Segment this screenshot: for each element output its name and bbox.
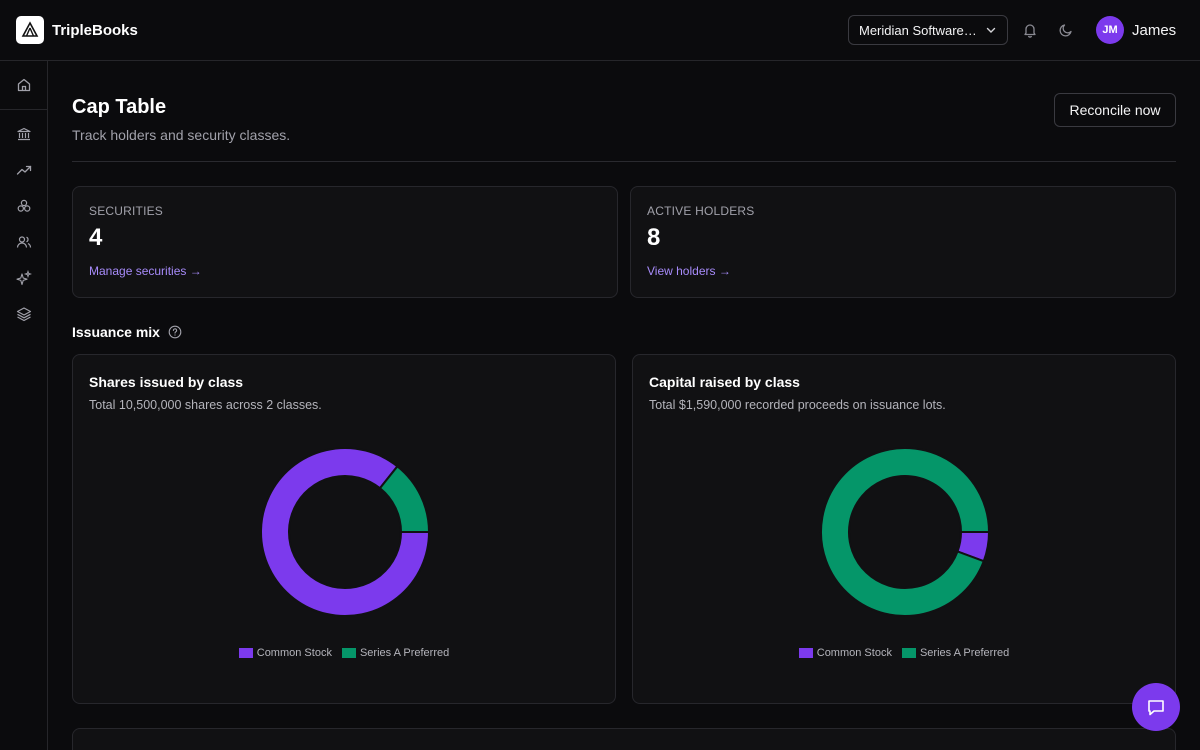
- chart-legend: Common Stock Series A Preferred: [633, 647, 1175, 659]
- sidebar: [0, 61, 48, 750]
- home-icon: [16, 77, 32, 93]
- chart-legend: Common Stock Series A Preferred: [73, 647, 615, 659]
- page-title: Cap Table: [72, 96, 167, 118]
- view-holders-link[interactable]: View holders →: [647, 264, 731, 278]
- user-menu[interactable]: JM James: [1096, 16, 1176, 44]
- moon-icon[interactable]: [1055, 19, 1077, 41]
- legend-swatch: [238, 648, 253, 658]
- capital-donut-chart: [820, 447, 991, 617]
- legend-swatch: [901, 648, 916, 658]
- organization-select[interactable]: Meridian Software Inc.: [848, 15, 1008, 45]
- reconcile-button[interactable]: Reconcile now: [1054, 93, 1176, 127]
- active-holders-card: ACTIVE HOLDERS 8 View holders →: [630, 186, 1176, 298]
- issuance-mix-title: Issuance mix: [72, 324, 160, 340]
- sparkles-icon: [16, 270, 32, 286]
- legend-swatch: [798, 648, 813, 658]
- legend-label: Series A Preferred: [359, 647, 450, 659]
- organization-name: Meridian Software Inc.: [859, 22, 979, 38]
- donut-slice-series-a-preferred[interactable]: [378, 464, 431, 533]
- securities-card: SECURITIES 4 Manage securities →: [72, 186, 618, 298]
- next-section-card: [72, 728, 1176, 750]
- trending-up-icon: [16, 162, 32, 178]
- shares-issued-card: Shares issued by class Total 10,500,000 …: [72, 354, 616, 704]
- legend-item-common[interactable]: Common Stock: [238, 647, 332, 659]
- chart-title: Capital raised by class: [649, 374, 800, 390]
- legend-label: Series A Preferred: [919, 647, 1010, 659]
- donut-slice-series-a-preferred[interactable]: [820, 447, 991, 617]
- sidebar-divider: [0, 109, 47, 110]
- chart-subtitle: Total $1,590,000 recorded proceeds on is…: [649, 398, 946, 412]
- shares-donut-chart: [260, 447, 431, 617]
- chevron-down-icon: [985, 24, 997, 36]
- header-divider: [72, 161, 1176, 162]
- legend-item-series-a[interactable]: Series A Preferred: [341, 647, 450, 659]
- app-name: TripleBooks: [52, 21, 138, 39]
- sidebar-item-ai[interactable]: [14, 268, 34, 288]
- layers-icon: [16, 306, 32, 322]
- bell-icon[interactable]: [1019, 19, 1041, 41]
- legend-label: Common Stock: [256, 647, 332, 659]
- top-bar: TripleBooks Meridian Software Inc. JM Ja…: [0, 0, 1200, 61]
- avatar: JM: [1096, 16, 1124, 44]
- stat-label: ACTIVE HOLDERS: [647, 204, 755, 218]
- sidebar-item-home[interactable]: [14, 75, 34, 95]
- legend-item-common[interactable]: Common Stock: [798, 647, 892, 659]
- chat-button[interactable]: [1132, 683, 1180, 731]
- manage-securities-link[interactable]: Manage securities →: [89, 264, 202, 278]
- page-subtitle: Track holders and security classes.: [72, 127, 291, 143]
- stat-value: 4: [89, 224, 103, 251]
- capital-raised-card: Capital raised by class Total $1,590,000…: [632, 354, 1176, 704]
- sidebar-item-people[interactable]: [14, 232, 34, 252]
- legend-swatch: [341, 648, 356, 658]
- chart-subtitle: Total 10,500,000 shares across 2 classes…: [89, 398, 322, 412]
- donut-slice-common-stock[interactable]: [260, 447, 431, 617]
- sidebar-item-cap-table[interactable]: [14, 196, 34, 216]
- help-icon[interactable]: [168, 325, 182, 339]
- stat-value: 8: [647, 224, 661, 251]
- brand[interactable]: TripleBooks: [16, 16, 138, 44]
- legend-item-series-a[interactable]: Series A Preferred: [901, 647, 1010, 659]
- section-title: Issuance mix: [72, 324, 182, 340]
- user-name: James: [1132, 21, 1177, 39]
- main-content: Cap Table Track holders and security cla…: [48, 61, 1200, 750]
- chart-title: Shares issued by class: [89, 374, 244, 390]
- users-icon: [16, 234, 32, 250]
- circles-icon: [16, 198, 32, 214]
- sidebar-item-banking[interactable]: [14, 124, 34, 144]
- sidebar-item-layers[interactable]: [14, 304, 34, 324]
- legend-label: Common Stock: [816, 647, 892, 659]
- sidebar-item-reports[interactable]: [14, 160, 34, 180]
- stat-label: SECURITIES: [89, 204, 164, 218]
- bank-icon: [16, 126, 32, 142]
- chat-icon: [1145, 696, 1167, 718]
- logo-icon: [16, 16, 44, 44]
